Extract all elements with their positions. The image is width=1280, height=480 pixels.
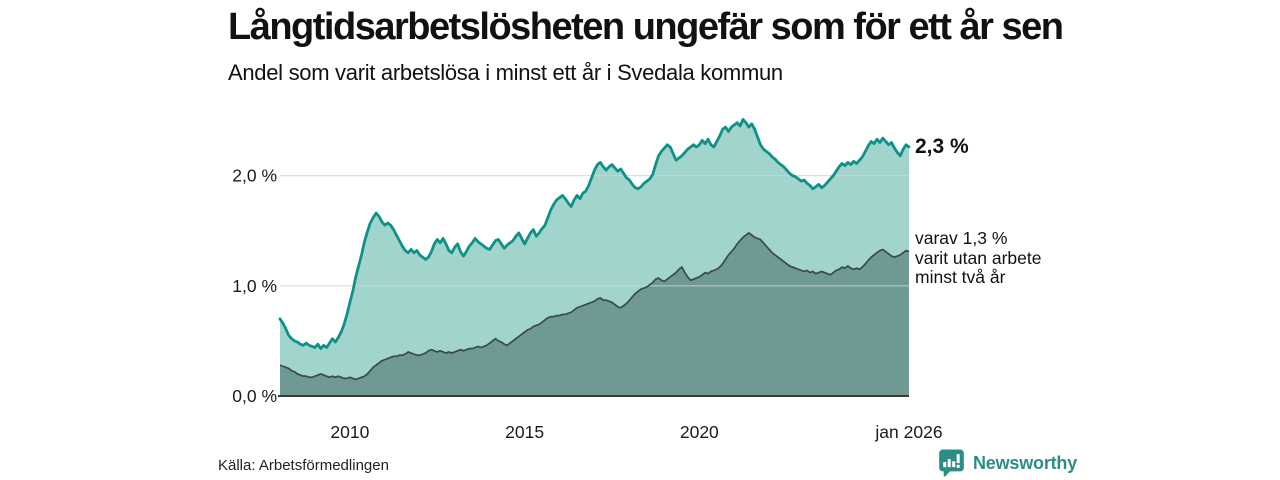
two-year-line bbox=[279, 232, 910, 381]
total-line bbox=[278, 118, 911, 351]
chart-subtitle: Andel som varit arbetslösa i minst ett å… bbox=[228, 60, 783, 85]
two-year-breakdown-annotation: varav 1,3 % varit utan arbete minst två … bbox=[915, 228, 1042, 287]
newsworthy-logo-text: Newsworthy bbox=[973, 452, 1078, 473]
x-tick-label: 2015 bbox=[505, 422, 544, 442]
two-year-area-fill bbox=[280, 232, 909, 396]
chart-title: Långtidsarbetslösheten ungefär som för e… bbox=[228, 6, 1064, 48]
newsworthy-logo: Newsworthy bbox=[938, 449, 1077, 477]
y-tick-label: 0,0 % bbox=[232, 386, 277, 406]
x-tick-label: 2010 bbox=[330, 422, 369, 442]
newsworthy-chart-bubble-icon bbox=[939, 449, 964, 477]
x-tick-label: 2020 bbox=[680, 422, 719, 442]
x-tick-label: jan 2026 bbox=[874, 422, 942, 442]
source-caption: Källa: Arbetsförmedlingen bbox=[218, 457, 389, 474]
y-tick-label: 2,0 % bbox=[232, 166, 277, 186]
latest-total-annotation: 2,3 % bbox=[915, 135, 969, 158]
y-tick-label: 1,0 % bbox=[232, 276, 277, 296]
